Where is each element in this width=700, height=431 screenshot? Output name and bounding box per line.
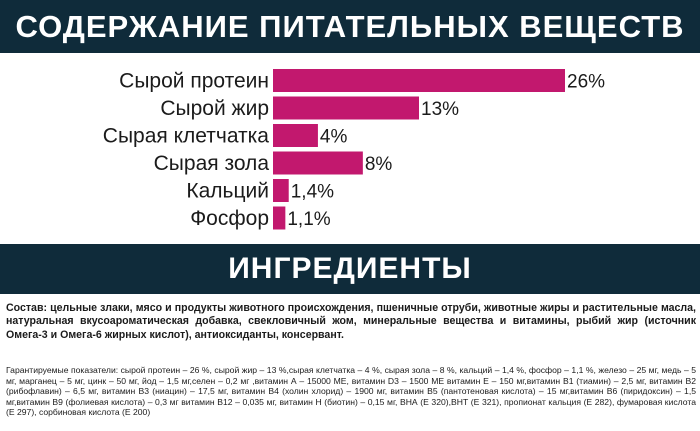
category-label: Сырая зола bbox=[154, 152, 270, 175]
nutrients-header: СОДЕРЖАНИЕ ПИТАТЕЛЬНЫХ ВЕЩЕСТВ bbox=[0, 0, 700, 53]
bar bbox=[273, 206, 286, 230]
value-label: 1,4% bbox=[291, 182, 334, 203]
value-label: 1,1% bbox=[287, 209, 330, 230]
category-label: Фосфор bbox=[190, 207, 269, 230]
ingredients-title: ИНГРЕДИЕНТЫ bbox=[228, 252, 472, 285]
category-label: Кальций bbox=[186, 180, 269, 203]
nutrient-bar-chart: Сырой протеин 26% Сырой жир 13% Сырая клетча… bbox=[103, 69, 605, 230]
category-label: Сырой протеин bbox=[119, 70, 269, 93]
value-label: 13% bbox=[421, 99, 459, 120]
value-label: 4% bbox=[320, 127, 348, 148]
ingredients-header: ИНГРЕДИЕНТЫ bbox=[0, 244, 700, 294]
guaranteed-values-text: Гарантируемые показатели: сырой протеин … bbox=[6, 365, 696, 418]
value-label: 26% bbox=[567, 72, 605, 93]
bar bbox=[273, 96, 419, 120]
category-label: Сырой жир bbox=[160, 97, 269, 120]
bar bbox=[273, 151, 363, 175]
category-label: Сырая клетчатка bbox=[103, 125, 270, 148]
nutrients-title: СОДЕРЖАНИЕ ПИТАТЕЛЬНЫХ ВЕЩЕСТВ bbox=[15, 8, 685, 44]
bar bbox=[273, 179, 289, 202]
value-label: 8% bbox=[365, 154, 393, 175]
bar bbox=[273, 124, 318, 147]
bar bbox=[273, 69, 565, 92]
composition-text: Состав: цельные злаки, мясо и продукты ж… bbox=[6, 302, 696, 341]
